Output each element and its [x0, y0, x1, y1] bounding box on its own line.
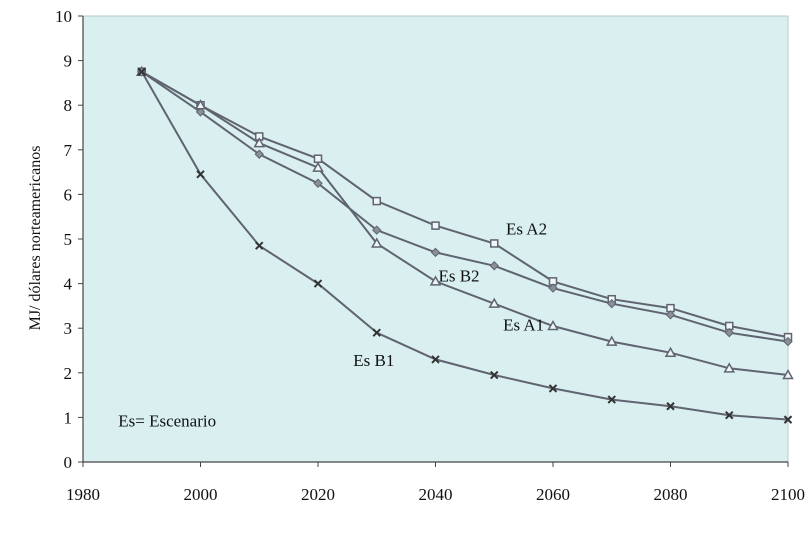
annotation-label: Es A2 — [506, 220, 547, 239]
series-es-b1 — [137, 67, 793, 424]
x-tick-label: 2060 — [536, 485, 570, 504]
data-point-es-b2 — [783, 336, 793, 347]
annotation-label: Es B2 — [438, 266, 479, 285]
annotation-label: Es A1 — [503, 315, 544, 334]
series-es-a1 — [135, 65, 794, 380]
data-point-es-a1 — [194, 99, 207, 110]
y-tick-label: 8 — [64, 96, 73, 115]
series-layer — [135, 65, 794, 424]
data-point-es-b2 — [313, 178, 323, 188]
x-tick-label: 2080 — [654, 485, 688, 504]
y-tick-label: 0 — [64, 453, 73, 472]
data-point-es-a1 — [488, 297, 501, 308]
x-tick-label: 2040 — [419, 485, 453, 504]
data-point-es-b1 — [431, 355, 440, 364]
data-point-es-b1 — [607, 395, 616, 404]
series-line-es-a1 — [141, 70, 789, 376]
x-tick-label: 2000 — [184, 485, 218, 504]
data-point-es-b2 — [372, 225, 382, 235]
y-tick-label: 5 — [64, 230, 73, 249]
data-point-es-a2 — [431, 221, 440, 230]
data-point-es-a1 — [370, 237, 383, 248]
y-tick-label: 3 — [64, 319, 73, 338]
y-tick-label: 7 — [64, 141, 73, 160]
x-tick-label: 2020 — [301, 485, 335, 504]
y-axis-title: MJ/ dólares norteamericanos — [27, 146, 44, 331]
y-tick-label: 10 — [55, 7, 72, 26]
series-line-es-b2 — [141, 70, 789, 343]
data-point-es-a1 — [429, 275, 442, 286]
data-point-es-a2 — [313, 154, 323, 163]
data-point-es-b1 — [490, 370, 499, 380]
data-point-es-b1 — [725, 410, 734, 420]
y-tick-label: 1 — [64, 408, 73, 427]
data-point-es-a1 — [782, 369, 794, 380]
data-point-es-b1 — [196, 170, 205, 179]
data-point-es-b1 — [666, 402, 675, 411]
data-point-es-a1 — [253, 137, 266, 148]
data-point-es-b2 — [195, 107, 206, 117]
data-point-es-b1 — [313, 279, 323, 288]
data-point-es-b2 — [489, 261, 499, 271]
data-point-es-b2 — [724, 327, 734, 338]
y-tick-label: 2 — [64, 364, 73, 383]
data-point-es-b1 — [137, 67, 146, 76]
y-axis-ticks: 0 1 2 3 4 5 6 7 8 9 10 — [55, 7, 83, 472]
data-point-es-a2 — [372, 196, 381, 206]
annotation-label: Es= Escenario — [118, 411, 216, 430]
series-line-es-b1 — [140, 71, 789, 421]
data-point-es-b1 — [372, 328, 381, 337]
annotation-layer: Es A2 Es B2 Es A1 Es B1 Es= Escenario — [118, 220, 547, 431]
x-tick-label: 1980 — [66, 485, 100, 504]
y-tick-label: 6 — [64, 185, 73, 204]
data-point-es-b2 — [430, 247, 441, 258]
data-point-es-a1 — [605, 335, 618, 346]
data-point-es-b1 — [255, 241, 264, 250]
data-point-es-a1 — [664, 346, 677, 357]
data-point-es-a1 — [312, 161, 324, 172]
data-point-es-b2 — [254, 149, 264, 159]
data-point-es-b2 — [607, 298, 617, 309]
series-line-es-a2 — [141, 70, 789, 339]
plot-area — [82, 15, 789, 463]
data-point-es-a2 — [490, 239, 499, 248]
data-point-es-b1 — [783, 415, 793, 424]
data-point-es-b1 — [548, 384, 558, 393]
x-axis-ticks: 1980 2000 2020 2040 2060 2080 2100 — [66, 462, 805, 504]
data-point-es-a1 — [547, 319, 559, 331]
x-tick-label: 2100 — [771, 485, 805, 504]
data-point-es-b2 — [548, 283, 558, 293]
data-point-es-a1 — [723, 362, 736, 373]
y-tick-label: 4 — [64, 275, 73, 294]
data-point-es-b2 — [665, 310, 676, 320]
annotation-label: Es B1 — [353, 351, 394, 370]
y-tick-label: 9 — [64, 52, 73, 71]
